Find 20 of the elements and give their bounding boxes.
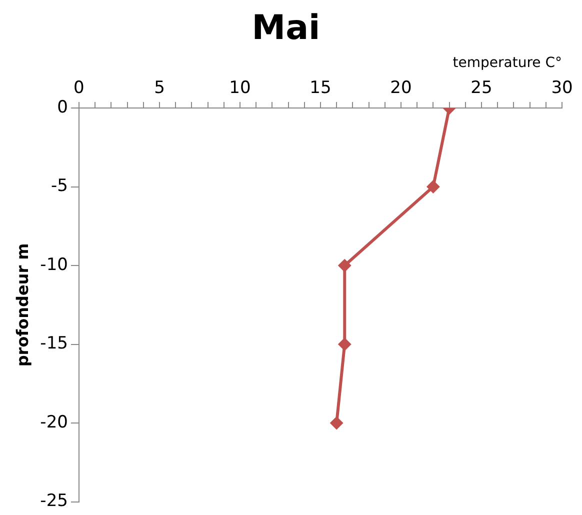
y-tick-label: -10 <box>40 254 68 275</box>
x-tick-label: 0 <box>74 78 84 98</box>
y-tick-label: -5 <box>51 176 68 196</box>
x-tick-label: 10 <box>229 78 251 98</box>
x-tick-label: 25 <box>470 78 492 98</box>
x-axis-title: temperature C° <box>452 54 562 71</box>
y-tick-label: 0 <box>57 97 68 118</box>
point <box>330 416 344 430</box>
x-tick-label: 20 <box>390 78 412 98</box>
point <box>338 338 352 351</box>
y-tick-label: -15 <box>40 334 68 354</box>
y-tick-label: -25 <box>40 491 68 512</box>
x-tick-label: 5 <box>154 78 165 98</box>
chart-title: Mai <box>252 8 320 48</box>
point <box>338 259 352 272</box>
y-axis-title: profondeur m <box>12 243 32 367</box>
y-tick-label: -20 <box>40 412 68 432</box>
x-tick-label: 30 <box>551 78 573 98</box>
x-tick-label: 15 <box>310 78 332 98</box>
point <box>426 180 440 194</box>
